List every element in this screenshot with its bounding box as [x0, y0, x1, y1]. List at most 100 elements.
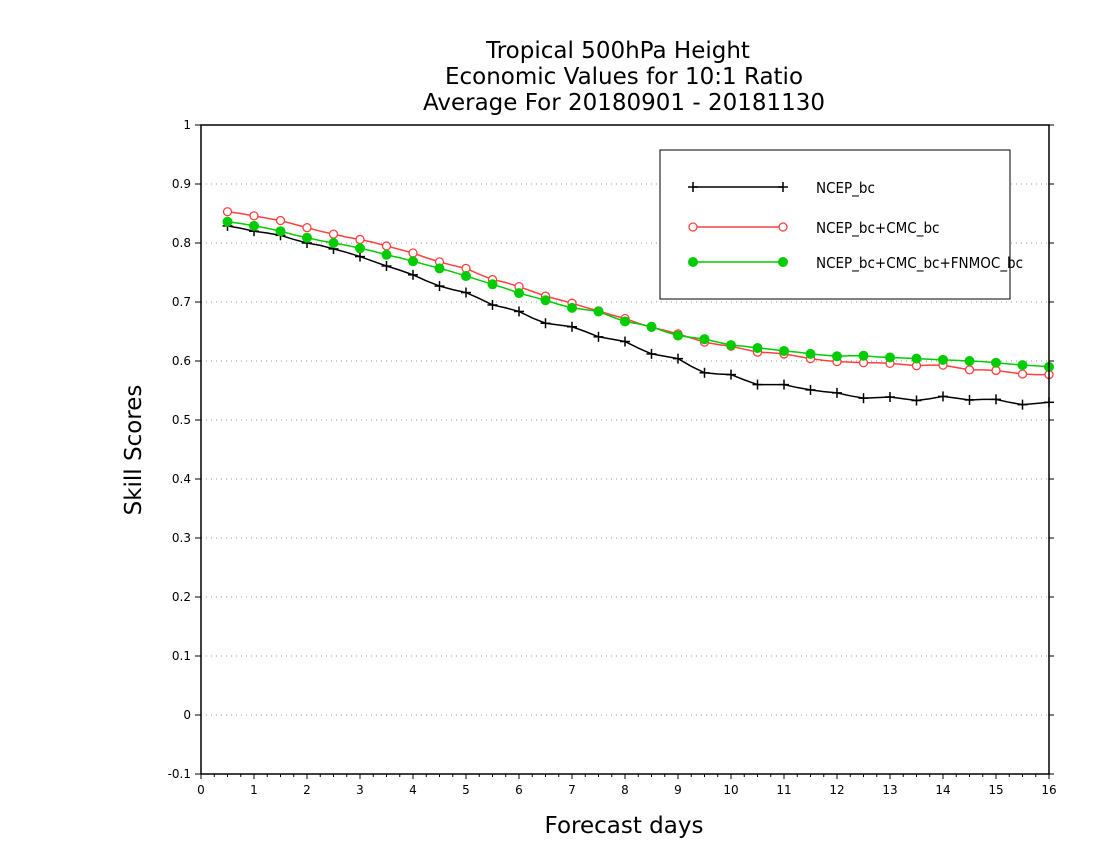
legend-marker-right — [778, 182, 788, 192]
chart-title: Tropical 500hPa Height Economic Values f… — [423, 38, 825, 116]
data-point — [487, 299, 498, 310]
x-tick-label: 3 — [356, 783, 364, 797]
data-point — [911, 395, 922, 406]
data-point — [885, 391, 895, 402]
chart-title-line-1: Tropical 500hPa Height — [485, 38, 750, 64]
data-point — [805, 384, 816, 395]
axis-ticks: -0.100.10.20.30.40.50.60.70.80.910 1 2 3 4 5 6… — [168, 118, 1057, 797]
series-lines — [222, 207, 1054, 410]
data-point — [646, 321, 657, 332]
y-tick-label: 0.5 — [172, 413, 191, 427]
data-point — [487, 279, 498, 290]
data-point — [964, 356, 975, 366]
data-point — [328, 229, 339, 239]
data-point — [673, 353, 683, 364]
data-point — [222, 207, 233, 217]
legend-marker-right — [778, 222, 788, 232]
data-point — [938, 391, 948, 402]
data-point — [699, 334, 710, 345]
data-point — [1017, 399, 1028, 410]
y-tick-label: 1 — [183, 118, 191, 132]
x-tick-label: 4 — [409, 783, 417, 797]
data-point — [805, 348, 816, 359]
data-point — [355, 243, 365, 254]
legend-label-series-3: NCEP_bc+CMC_bc+FNMOC_bc — [816, 254, 1023, 273]
data-point — [991, 394, 1001, 405]
y-tick-label: 0.3 — [172, 531, 191, 545]
x-tick-label: 5 — [462, 783, 470, 797]
legend-box — [659, 149, 1011, 300]
plot-area-frame — [200, 124, 1050, 775]
data-point — [408, 256, 418, 267]
y-tick-label: 0.7 — [172, 295, 191, 309]
x-tick-label: 12 — [829, 783, 844, 797]
data-point — [885, 352, 895, 363]
data-point — [938, 354, 948, 365]
data-point — [567, 321, 577, 332]
data-point — [726, 369, 736, 380]
x-axis-title: Forecast days — [545, 813, 704, 839]
data-point — [408, 248, 418, 258]
data-point — [434, 281, 445, 292]
y-axis-title: Skill Scores — [121, 385, 147, 516]
data-point — [540, 318, 551, 329]
x-tick-label: 1 — [250, 783, 258, 797]
y-tick-label: 0.1 — [172, 649, 191, 663]
y-tick-label: 0.4 — [172, 472, 191, 486]
x-tick-label: 2 — [303, 783, 311, 797]
y-tick-label: 0 — [183, 708, 191, 722]
x-tick-label: 8 — [621, 783, 629, 797]
x-tick-label: 6 — [515, 783, 523, 797]
x-tick-label: 11 — [776, 783, 791, 797]
data-point — [540, 295, 551, 306]
data-point — [593, 306, 604, 317]
legend-marker-left — [688, 222, 698, 232]
data-point — [328, 238, 339, 248]
data-point — [302, 223, 312, 233]
x-tick-label: 14 — [935, 783, 950, 797]
data-point — [461, 287, 471, 298]
data-point — [752, 343, 763, 354]
data-point — [646, 348, 657, 359]
data-point — [381, 241, 392, 251]
x-tick-label: 0 — [197, 783, 205, 797]
series-1 — [222, 220, 1054, 410]
y-tick-label: -0.1 — [168, 767, 191, 781]
x-tick-label: 9 — [674, 783, 682, 797]
data-point — [434, 263, 445, 274]
data-point — [779, 345, 789, 356]
y-tick-label: 0.2 — [172, 590, 191, 604]
data-point — [514, 288, 524, 299]
data-point — [699, 367, 710, 378]
data-point — [1017, 360, 1028, 371]
data-point — [408, 269, 418, 280]
x-tick-label: 13 — [882, 783, 897, 797]
y-tick-label: 0.8 — [172, 236, 191, 250]
data-point — [381, 261, 392, 272]
chart-title-line-2: Economic Values for 10:1 Ratio — [445, 64, 803, 90]
legend-marker-right — [778, 257, 788, 267]
data-point — [275, 226, 286, 237]
x-tick-label: 10 — [723, 783, 738, 797]
data-point — [249, 211, 259, 221]
data-point — [832, 387, 842, 398]
x-tick-label: 15 — [988, 783, 1003, 797]
data-point — [514, 306, 524, 317]
legend-samples — [688, 182, 788, 267]
data-point — [381, 249, 392, 260]
chart-title-line-3: Average For 20180901 - 20181130 — [423, 90, 825, 116]
data-point — [620, 316, 630, 327]
data-point — [620, 336, 630, 347]
data-point — [355, 234, 365, 245]
x-tick-label: 16 — [1041, 783, 1056, 797]
x-tick-label: 7 — [568, 783, 576, 797]
data-point — [726, 340, 736, 351]
data-point — [222, 216, 233, 227]
data-point — [779, 379, 789, 390]
data-point — [275, 215, 286, 226]
legend: NCEP_bc NCEP_bc+CMC_bc NCEP_bc+CMC_bc+FN… — [659, 149, 1023, 300]
y-tick-label: 0.6 — [172, 354, 191, 368]
legend-marker-left — [688, 182, 698, 192]
data-point — [567, 302, 577, 313]
